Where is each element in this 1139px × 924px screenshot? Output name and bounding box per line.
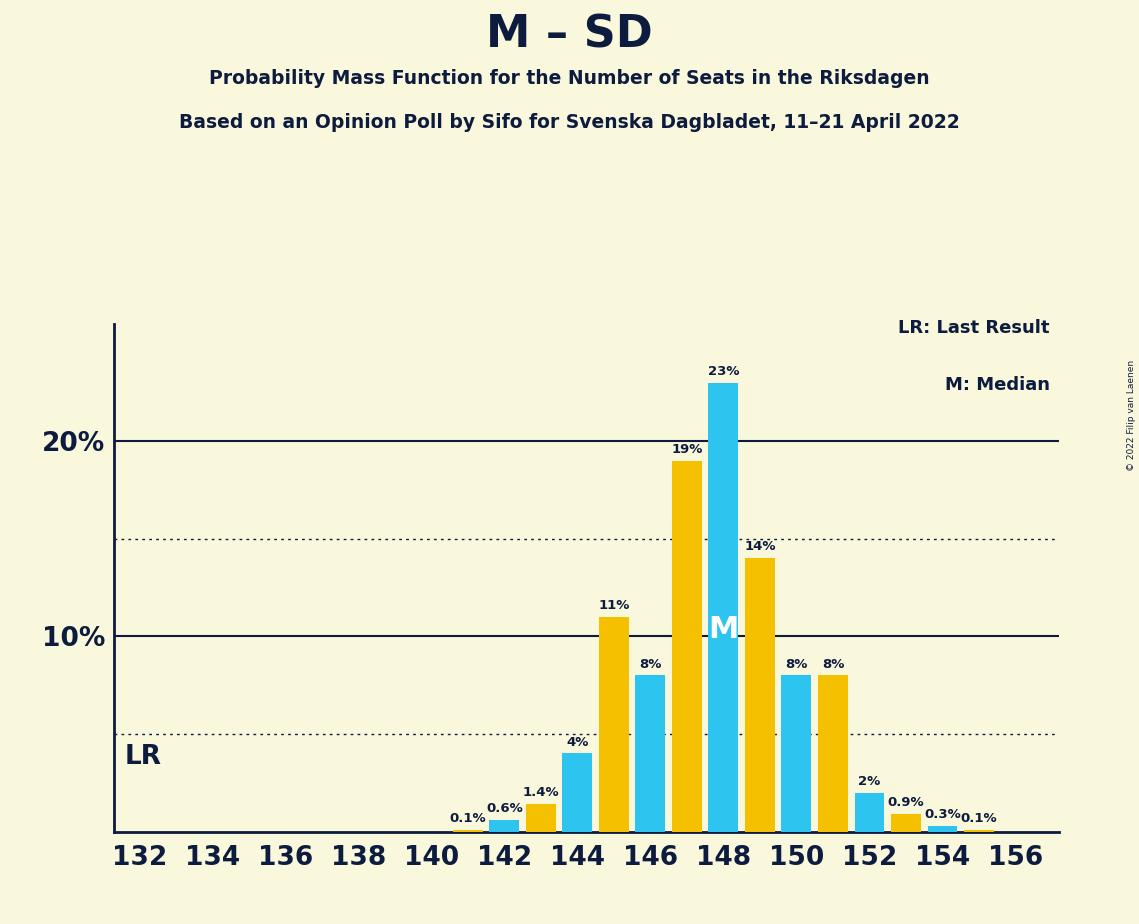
Text: © 2022 Filip van Laenen: © 2022 Filip van Laenen	[1126, 360, 1136, 471]
Bar	[636, 675, 665, 832]
Text: 0.6%: 0.6%	[486, 802, 523, 815]
Bar	[818, 675, 847, 832]
Bar	[599, 617, 629, 832]
Text: 1.4%: 1.4%	[523, 786, 559, 799]
Bar	[526, 804, 556, 832]
Text: LR: Last Result: LR: Last Result	[899, 320, 1050, 337]
Bar	[745, 558, 775, 832]
Text: 0.1%: 0.1%	[960, 812, 998, 825]
Text: 8%: 8%	[785, 658, 808, 671]
Text: M – SD: M – SD	[486, 14, 653, 57]
Bar	[672, 460, 702, 832]
Bar	[927, 826, 958, 832]
Bar	[854, 793, 884, 832]
Text: M: M	[708, 615, 739, 644]
Text: 0.9%: 0.9%	[887, 796, 924, 809]
Text: Probability Mass Function for the Number of Seats in the Riksdagen: Probability Mass Function for the Number…	[210, 69, 929, 89]
Bar	[964, 830, 994, 832]
Text: 0.3%: 0.3%	[924, 808, 961, 821]
Text: 8%: 8%	[821, 658, 844, 671]
Text: 8%: 8%	[639, 658, 662, 671]
Bar	[708, 383, 738, 832]
Text: 4%: 4%	[566, 736, 589, 748]
Text: 23%: 23%	[707, 365, 739, 378]
Bar	[563, 753, 592, 832]
Text: 2%: 2%	[859, 774, 880, 787]
Bar	[891, 814, 921, 832]
Text: 19%: 19%	[671, 443, 703, 456]
Text: 11%: 11%	[598, 599, 630, 612]
Text: LR: LR	[125, 744, 162, 770]
Bar	[453, 830, 483, 832]
Bar	[781, 675, 811, 832]
Bar	[490, 820, 519, 832]
Text: 0.1%: 0.1%	[450, 812, 486, 825]
Text: 14%: 14%	[744, 541, 776, 553]
Text: Based on an Opinion Poll by Sifo for Svenska Dagbladet, 11–21 April 2022: Based on an Opinion Poll by Sifo for Sve…	[179, 113, 960, 132]
Text: M: Median: M: Median	[945, 376, 1050, 395]
